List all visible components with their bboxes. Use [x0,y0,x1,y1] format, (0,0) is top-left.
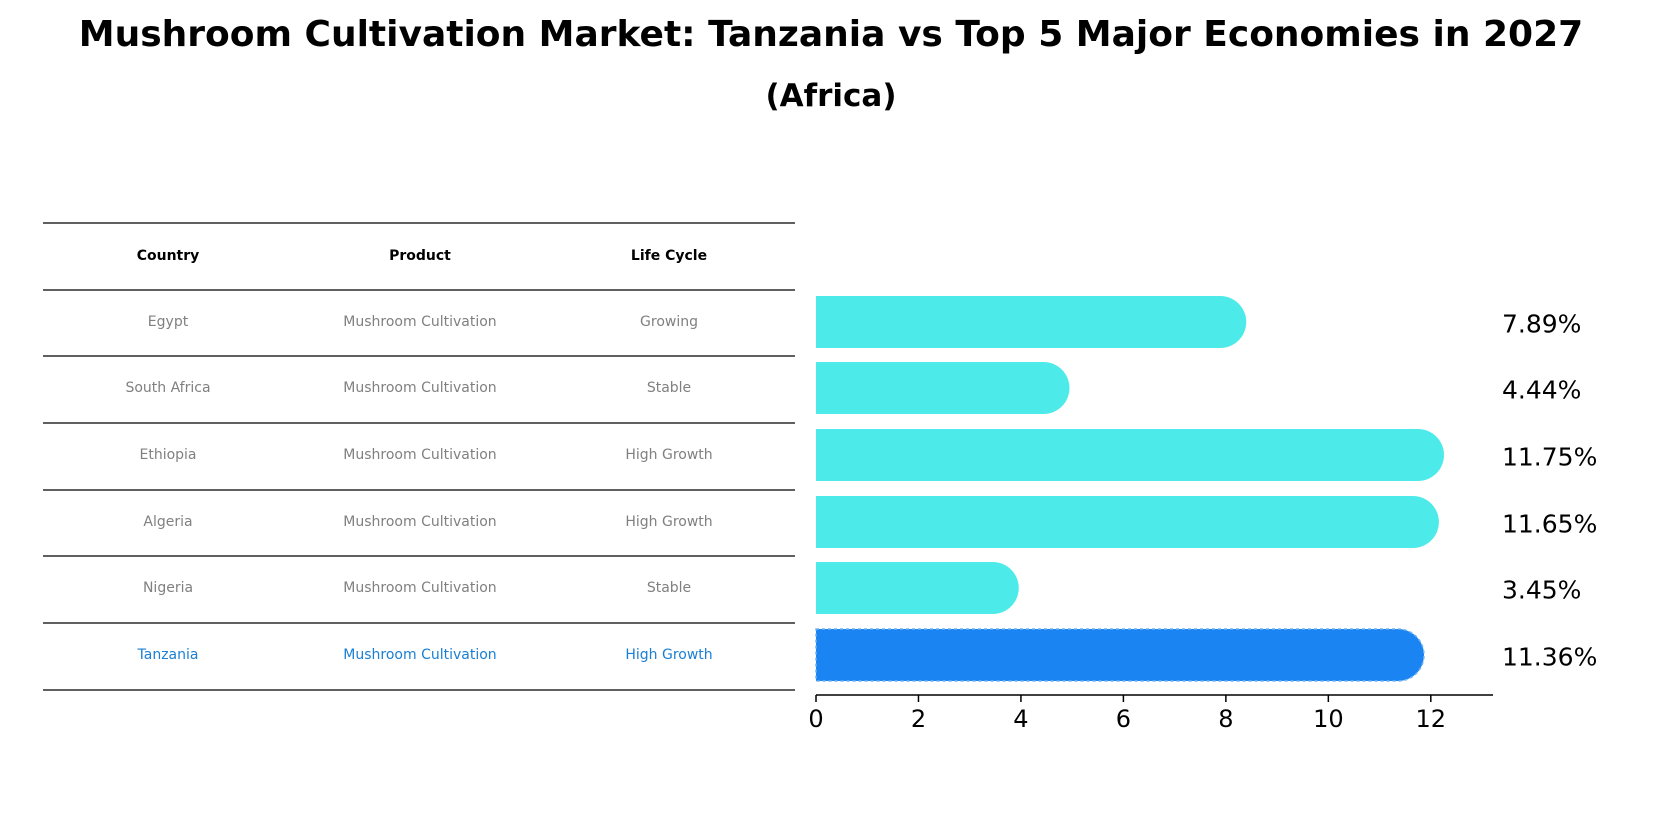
bar-nigeria [816,562,1019,614]
x-tick-label: 0 [808,705,823,733]
chart-title: Mushroom Cultivation Market: Tanzania vs… [78,14,1584,55]
data-label: 11.75% [1502,443,1597,472]
table-cell-country: South Africa [125,380,210,396]
table-header-life-cycle: Life Cycle [631,248,707,264]
chart-subtitle: (Africa) [765,78,897,114]
table-cell-country: Egypt [148,314,189,330]
table-cell-country: Algeria [143,514,192,530]
data-label: 4.44% [1502,376,1581,405]
table-cell-country: Ethiopia [139,447,196,463]
table-cell-life-cycle: High Growth [625,447,712,463]
table-cell-country: Tanzania [137,647,199,663]
data-label: 7.89% [1502,310,1581,339]
table-cell-product: Mushroom Cultivation [343,314,496,330]
table-header-product: Product [389,248,451,264]
data-label: 11.65% [1502,510,1597,539]
table-cell-product: Mushroom Cultivation [343,447,496,463]
x-tick-label: 12 [1416,705,1447,733]
table-cell-life-cycle: Stable [647,580,691,596]
bar-algeria [816,496,1439,548]
table-cell-product: Mushroom Cultivation [343,514,496,530]
x-tick-label: 4 [1013,705,1028,733]
table-cell-product: Mushroom Cultivation [343,380,496,396]
table-cell-life-cycle: High Growth [625,647,712,663]
table-cell-life-cycle: Growing [640,314,698,330]
x-tick-label: 8 [1218,705,1233,733]
x-axis: 0 2 4 6 8 10 12 [808,694,1493,733]
data-label: 3.45% [1502,576,1581,605]
bar-tanzania [815,628,1425,682]
x-tick-label: 6 [1116,705,1131,733]
data-label: 11.36% [1502,643,1597,672]
bar-egypt [816,296,1247,348]
table-cell-product: Mushroom Cultivation [343,647,496,663]
x-tick-label: 10 [1313,705,1344,733]
table-cell-country: Nigeria [143,580,193,596]
x-tick-label: 2 [911,705,926,733]
bar-ethiopia [816,429,1444,481]
table-cell-product: Mushroom Cultivation [343,580,496,596]
bar-south-africa [816,362,1070,414]
data-table: Country Product Life Cycle Egypt Mushroom Cu… [43,222,795,691]
table-cell-life-cycle: Stable [647,380,691,396]
bar-chart: 7.89% 4.44% 11.75% 11.65% 3.45% 11.36% [815,296,1597,682]
table-header-country: Country [137,248,200,264]
table-cell-life-cycle: High Growth [625,514,712,530]
